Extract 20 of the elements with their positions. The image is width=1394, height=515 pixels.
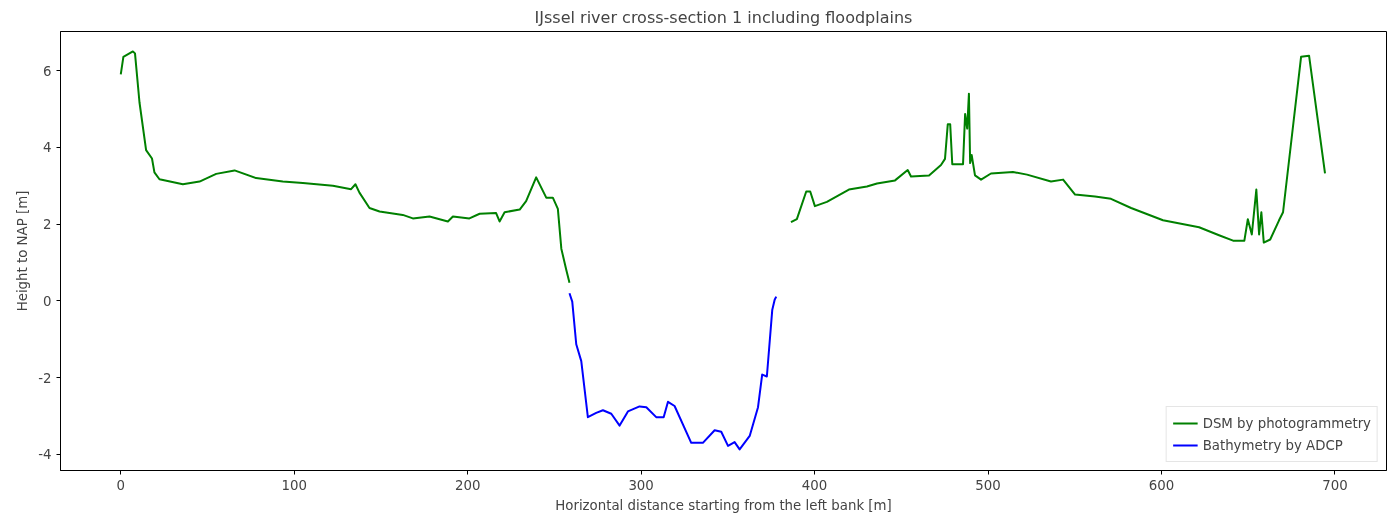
y-tick-label: 6 xyxy=(43,63,52,79)
y-tick-label: -2 xyxy=(38,370,52,386)
legend-label: DSM by photogrammetry xyxy=(1202,415,1371,431)
x-tick-label: 200 xyxy=(454,477,481,493)
y-tick-label: 4 xyxy=(43,140,52,156)
x-tick-label: 600 xyxy=(1148,477,1175,493)
x-tick-label: 0 xyxy=(116,477,126,493)
chart-title: IJssel river cross-section 1 including floodplains xyxy=(534,7,913,27)
x-tick-label: 300 xyxy=(628,477,654,493)
x-tick-label: 400 xyxy=(801,477,828,493)
x-tick-label: 100 xyxy=(281,477,307,493)
x-tick-label: 500 xyxy=(975,477,1001,493)
x-tick-label: 700 xyxy=(1322,477,1348,493)
y-tick-label: 2 xyxy=(43,217,52,233)
y-axis-title: Height to NAP [m] xyxy=(15,190,31,312)
x-axis-title: Horizontal distance starting from the left bank [m] xyxy=(555,497,892,513)
line-series xyxy=(568,292,778,451)
legend-label: Bathymetry by ADCP xyxy=(1202,437,1343,453)
y-tick-label: 0 xyxy=(43,293,52,309)
y-tick-label: -4 xyxy=(38,447,52,463)
